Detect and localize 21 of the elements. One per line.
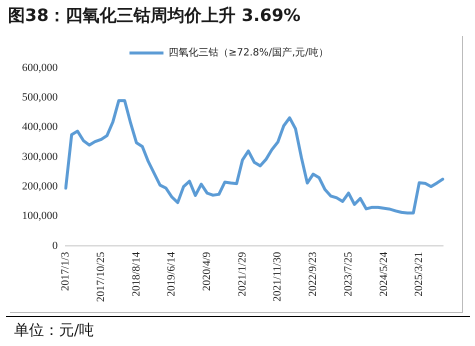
x-tick-label: 2024/5/24 xyxy=(378,251,390,297)
chart-title: 图38：四氧化三钴周均价上升 3.69% xyxy=(8,5,301,27)
y-tick-label: 400,000 xyxy=(22,121,58,134)
x-tick-label: 2018/8/14 xyxy=(130,251,142,297)
text: 单位：元/吨 xyxy=(14,321,94,340)
y-tick-label: 300,000 xyxy=(22,150,58,163)
y-tick-label: 500,000 xyxy=(22,92,58,104)
x-tick-label: 2017/10/25 xyxy=(94,251,107,302)
y-tick-label: 600,000 xyxy=(22,62,58,74)
x-tick-label: 2025/3/21 xyxy=(413,252,426,297)
x-tick-label: 2021/11/30 xyxy=(272,251,284,302)
y-tick-label: 100,000 xyxy=(22,210,58,222)
y-tick-label: 0 xyxy=(52,240,58,252)
x-tick-label: 2017/1/3 xyxy=(60,251,72,292)
x-tick-label: 2023/7/25 xyxy=(342,251,354,297)
x-tick-label: 2019/6/14 xyxy=(166,251,178,297)
x-tick-label: 2020/4/9 xyxy=(201,251,214,292)
legend-label: 四氧化三钴（≥72.8%/国产,元/吨） xyxy=(168,46,329,59)
x-tick-label: 2022/9/23 xyxy=(307,251,320,297)
y-tick-label: 200,000 xyxy=(22,180,58,192)
x-tick-label: 2021/1/29 xyxy=(236,251,248,297)
